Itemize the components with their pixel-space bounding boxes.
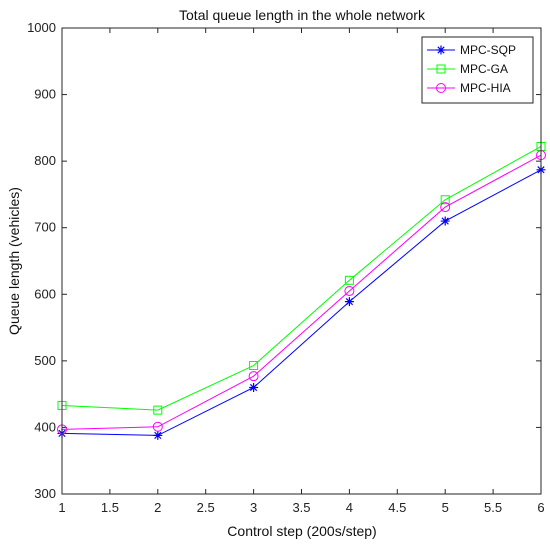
legend-item-mpc-sqp: MPC-SQP (427, 43, 516, 57)
plot-area-frame (61, 27, 542, 495)
y-tick-label: 500 (34, 353, 56, 368)
data-point-mpc-ga (440, 195, 450, 205)
series-mpc-sqp (57, 165, 546, 440)
legend: MPC-SQP MPC-GA MPC-HIA (421, 36, 534, 104)
x-tick-label: 3.5 (292, 500, 310, 515)
x-tick-label: 2 (154, 500, 161, 515)
y-tick-label: 900 (34, 87, 56, 102)
y-tick-label: 800 (34, 153, 56, 168)
series-mpc-hia (57, 150, 546, 435)
chart-title: Total queue length in the whole network (179, 7, 426, 23)
axis-ticks: 1 1.5 2 2.5 3 3.5 4 4.5 5 5.5 6 300 400 500 600 700 800 9… (27, 20, 545, 515)
data-point-mpc-ga (249, 361, 259, 371)
x-tick-label: 3 (250, 500, 257, 515)
x-tick-label: 5 (442, 500, 449, 515)
data-point-mpc-sqp (344, 297, 354, 307)
x-tick-label: 1.5 (101, 500, 119, 515)
data-point-mpc-hia (344, 285, 355, 296)
data-point-mpc-ga (344, 275, 354, 285)
y-axis-title: Queue length (vehicles) (6, 187, 22, 335)
legend-marker (436, 64, 446, 74)
series-line-mpc-sqp (61, 169, 542, 436)
data-point-mpc-ga (153, 405, 163, 415)
x-tick-label: 6 (537, 500, 544, 515)
x-tick-label: 4 (346, 500, 353, 515)
legend-marker (436, 45, 446, 55)
legend-label: MPC-GA (460, 62, 508, 76)
data-point-mpc-sqp (153, 430, 163, 440)
legend-item-mpc-hia: MPC-HIA (427, 81, 511, 95)
data-point-mpc-hia (248, 371, 259, 382)
x-tick-label: 5.5 (484, 500, 502, 515)
x-tick-label: 2.5 (197, 500, 215, 515)
data-point-mpc-hia (152, 421, 163, 432)
y-tick-label: 600 (34, 286, 56, 301)
y-tick-label: 1000 (27, 20, 56, 35)
series-line-mpc-ga (61, 146, 542, 411)
data-point-mpc-hia (440, 202, 451, 213)
legend-item-mpc-ga: MPC-GA (427, 62, 508, 76)
y-tick-label: 400 (34, 419, 56, 434)
data-point-mpc-sqp (249, 382, 259, 392)
legend-label: MPC-SQP (460, 43, 516, 57)
x-tick-label: 1 (58, 500, 65, 515)
x-axis-title: Control step (200s/step) (227, 523, 376, 539)
series-mpc-ga (57, 141, 546, 415)
data-point-mpc-sqp (440, 216, 450, 226)
series-line-mpc-hia (61, 154, 542, 430)
legend-marker (436, 83, 446, 93)
series-layer (57, 141, 546, 440)
y-tick-label: 300 (34, 486, 56, 501)
x-tick-label: 4.5 (388, 500, 406, 515)
y-tick-label: 700 (34, 220, 56, 235)
legend-label: MPC-HIA (460, 81, 511, 95)
